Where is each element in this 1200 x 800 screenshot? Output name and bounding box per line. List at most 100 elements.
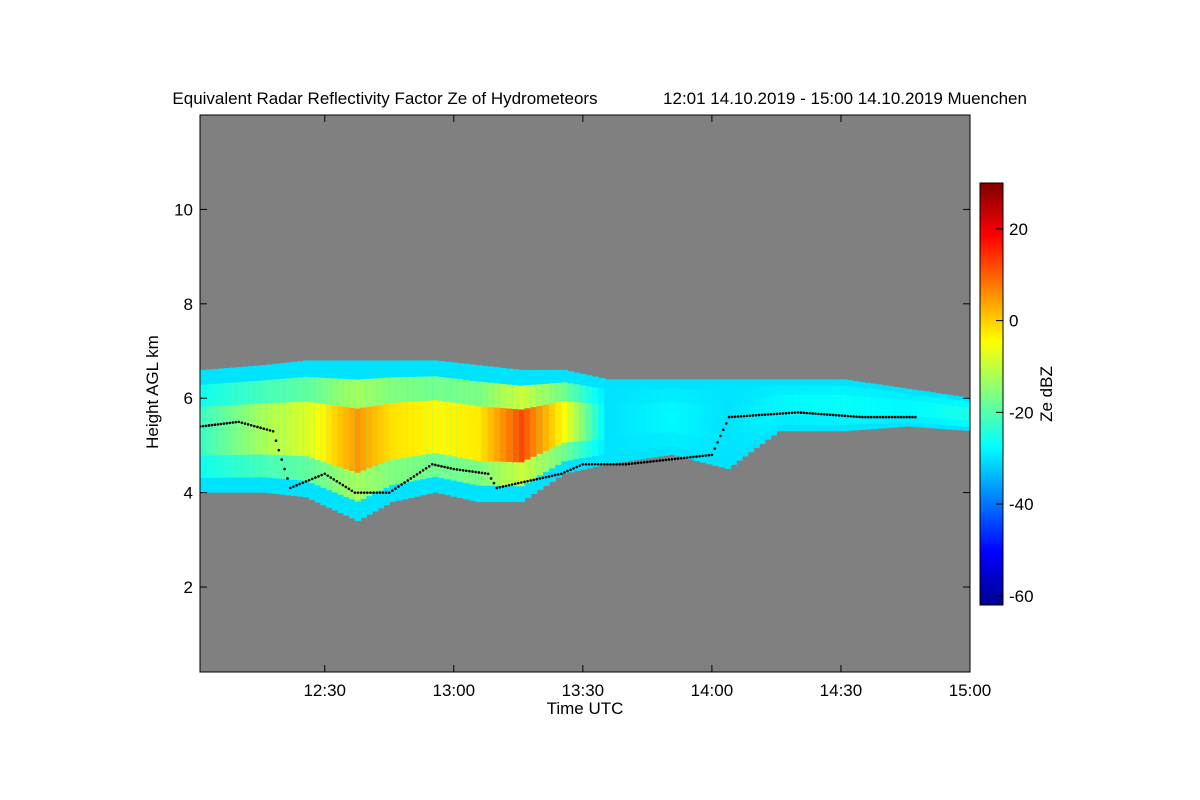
colorbar-tick-label: 20 — [1009, 220, 1028, 239]
cloud-column-core — [699, 404, 707, 438]
cloud-column-core — [561, 401, 569, 443]
x-tick-label: 15:00 — [949, 681, 992, 700]
line-point — [766, 413, 770, 416]
cloud-column-core — [639, 403, 647, 436]
line-point — [304, 480, 308, 483]
cloud-column-core — [928, 403, 936, 418]
cloud-column-core — [917, 401, 924, 417]
line-point — [268, 429, 272, 432]
line-point — [298, 482, 302, 486]
cloud-column-core — [940, 404, 948, 419]
line-point — [667, 458, 671, 461]
line-point — [686, 456, 689, 459]
cloud-column-core — [383, 403, 390, 462]
cloud-column-core — [284, 402, 292, 456]
line-point — [544, 475, 548, 479]
line-point — [498, 485, 502, 489]
cloud-column-core — [481, 406, 489, 462]
line-point — [210, 423, 214, 427]
line-point — [742, 414, 746, 418]
cloud-column-core — [753, 399, 760, 428]
line-point — [240, 421, 244, 424]
line-point — [289, 486, 292, 490]
line-point — [828, 413, 832, 417]
line-point — [280, 458, 284, 461]
line-point — [378, 491, 382, 494]
line-point — [532, 478, 535, 482]
line-point — [517, 481, 520, 485]
cloud-column-core — [518, 409, 526, 463]
line-point — [733, 415, 737, 418]
line-point — [406, 479, 410, 482]
cloud-column-core — [823, 394, 830, 416]
line-point — [831, 413, 835, 417]
line-point — [878, 415, 882, 419]
cloud-column-core — [413, 401, 421, 456]
line-point — [769, 412, 773, 416]
cloud-column-core — [456, 403, 464, 458]
line-point — [553, 473, 557, 477]
line-point — [572, 467, 575, 470]
line-point — [658, 459, 661, 462]
line-point — [560, 472, 563, 476]
line-point — [204, 424, 208, 428]
line-point — [314, 476, 317, 479]
cloud-column-core — [693, 403, 701, 437]
line-point — [443, 465, 446, 469]
cloud-column-core — [681, 402, 689, 435]
cloud-column-core — [212, 406, 219, 456]
cloud-column-core — [899, 399, 907, 416]
line-point — [437, 464, 440, 467]
line-point — [887, 415, 891, 419]
line-point — [541, 476, 545, 480]
line-point — [356, 491, 360, 494]
colorbar — [979, 182, 1004, 606]
y-tick-label: 2 — [184, 578, 193, 597]
line-point — [375, 491, 379, 494]
cloud-column-core — [616, 404, 623, 438]
cloud-column-core — [303, 401, 310, 457]
line-point — [649, 460, 652, 463]
line-point — [710, 453, 714, 457]
cloud-column-core — [542, 404, 550, 452]
line-point — [698, 454, 701, 458]
line-point — [492, 481, 496, 485]
cloud-column-core — [297, 401, 304, 457]
cloud-column-core — [407, 401, 415, 457]
line-point — [823, 413, 826, 416]
line-point — [624, 463, 628, 466]
line-point — [391, 489, 394, 492]
cloud-column-core — [742, 402, 749, 434]
cloud-column-core — [829, 394, 836, 416]
line-point — [504, 484, 508, 488]
cloud-column-core — [946, 405, 954, 420]
line-point — [213, 423, 217, 427]
line-point — [911, 415, 914, 419]
line-point — [394, 487, 397, 490]
colorbar-ticks: 20 0 -20 -40 -60 — [996, 220, 1034, 606]
line-point — [317, 475, 320, 478]
cloud-column-core — [964, 407, 970, 421]
y-tick-label: 10 — [174, 200, 193, 219]
line-point — [643, 460, 646, 464]
cloud-column-core — [360, 407, 367, 471]
line-point — [840, 414, 844, 417]
cloud-column-core — [858, 396, 866, 416]
line-point — [575, 465, 579, 469]
cloud-column-core — [206, 406, 213, 456]
line-point — [590, 463, 594, 466]
line-point — [468, 469, 471, 473]
cloud-column-core — [487, 407, 495, 462]
cloud-column-core — [549, 403, 556, 449]
cloud-column-core — [706, 404, 713, 439]
line-point — [219, 422, 223, 426]
cloud-column-core — [835, 394, 842, 416]
cloud-column-core — [266, 403, 274, 455]
line-point — [587, 463, 591, 466]
line-point — [477, 471, 481, 474]
cloud-column-core — [604, 404, 611, 439]
line-point — [908, 415, 911, 419]
line-point — [820, 412, 823, 416]
line-point — [207, 424, 211, 427]
cloud-column-core — [248, 404, 255, 455]
